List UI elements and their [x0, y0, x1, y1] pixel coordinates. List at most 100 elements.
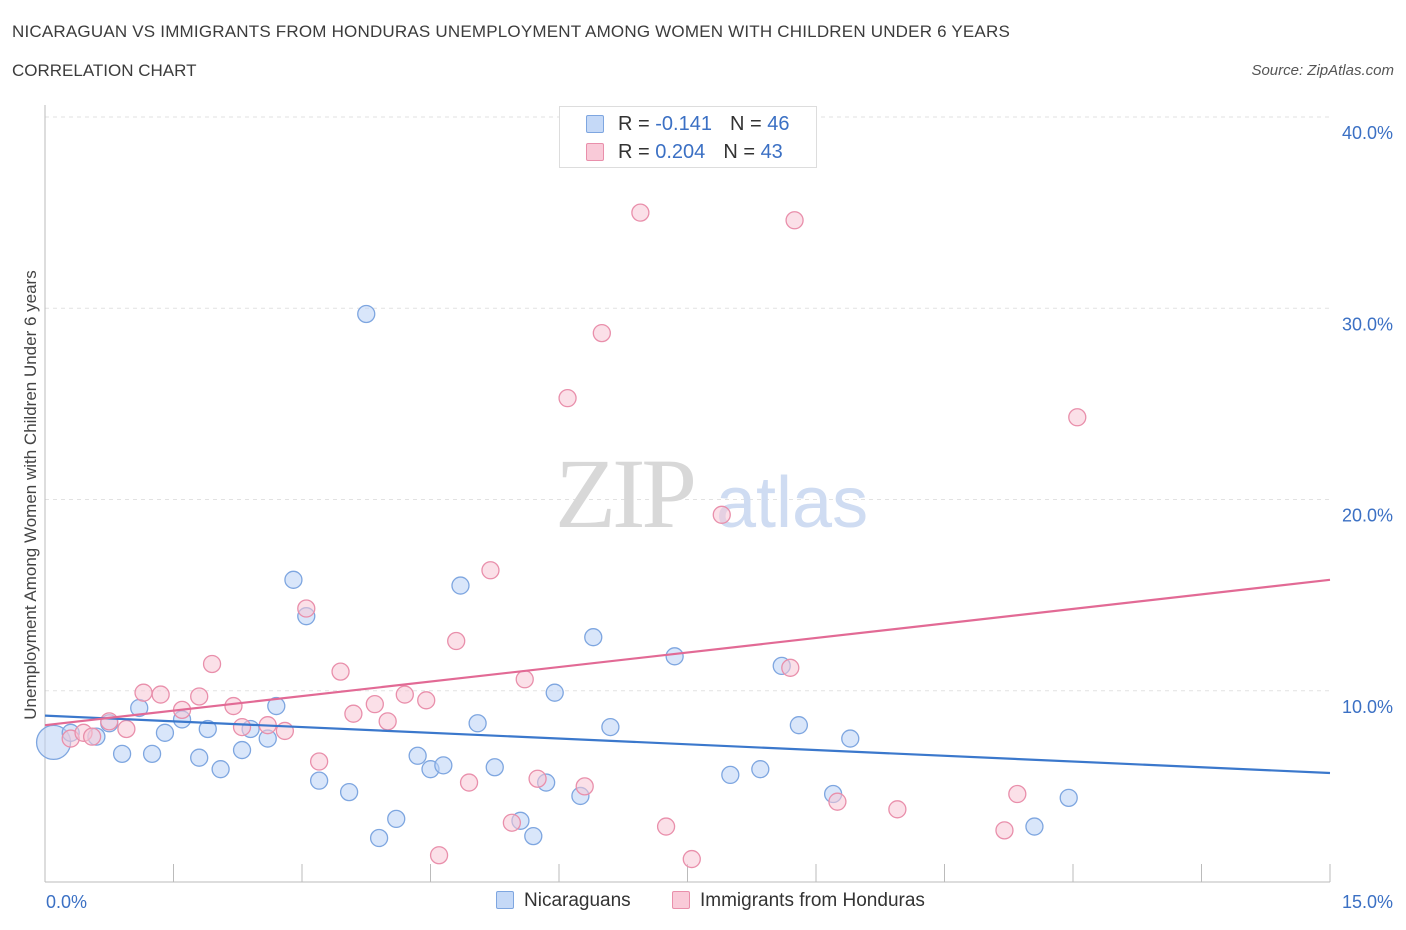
- point-nicaraguans: [841, 729, 860, 748]
- point-honduras: [785, 211, 804, 230]
- point-honduras: [558, 388, 577, 408]
- legend-r-label: R =: [618, 113, 656, 135]
- point-nicaraguans: [601, 717, 620, 737]
- legend-text: R = 0.204 N = 43: [618, 141, 783, 164]
- point-honduras: [592, 323, 611, 343]
- series-swatch-pink: [672, 891, 690, 909]
- chart-subtitle: CORRELATION CHART: [12, 61, 197, 80]
- trend-line-nicaraguans: [44, 714, 1331, 775]
- data-points: [35, 203, 1087, 869]
- point-honduras: [515, 670, 534, 689]
- point-nicaraguans: [284, 570, 303, 589]
- point-nicaraguans: [369, 828, 389, 848]
- point-nicaraguans: [468, 714, 487, 733]
- legend-n-value: 43: [760, 141, 783, 163]
- point-nicaraguans: [232, 740, 252, 760]
- point-honduras: [781, 658, 800, 677]
- y-tick-label: 30.0%: [1342, 314, 1393, 334]
- point-honduras: [224, 696, 243, 716]
- point-nicaraguans: [142, 744, 162, 764]
- legend-r-value: -0.141: [655, 113, 712, 135]
- point-nicaraguans: [789, 716, 809, 735]
- x-tick-label: 0.0%: [46, 892, 87, 912]
- legend-text: R = -0.141 N = 46: [618, 113, 789, 136]
- point-honduras: [232, 717, 252, 737]
- y-tick-label: 20.0%: [1342, 506, 1393, 526]
- point-nicaraguans: [198, 719, 217, 739]
- grid-lines: [45, 116, 1330, 692]
- point-nicaraguans: [485, 758, 504, 777]
- point-nicaraguans: [721, 765, 740, 785]
- source-label: Source: ZipAtlas.com: [1251, 62, 1394, 79]
- point-honduras: [712, 505, 731, 524]
- correlation-legend: R = -0.141 N = 46 R = 0.204 N = 43: [559, 106, 817, 168]
- series-legend-nicaraguans: Nicaraguans: [496, 890, 631, 912]
- point-nicaraguans: [357, 304, 376, 324]
- point-nicaraguans: [211, 760, 230, 779]
- point-honduras: [331, 662, 350, 681]
- point-nicaraguans: [190, 748, 209, 767]
- point-nicaraguans: [524, 826, 543, 846]
- point-honduras: [575, 777, 594, 796]
- trend-line-honduras: [44, 578, 1331, 727]
- point-honduras: [417, 691, 436, 710]
- y-tick-label: 10.0%: [1342, 697, 1393, 717]
- legend-r-label: R =: [618, 141, 656, 163]
- point-nicaraguans: [408, 746, 427, 765]
- y-axis-label: Unemployment Among Women with Children U…: [21, 270, 40, 720]
- point-honduras: [828, 792, 847, 811]
- point-honduras: [202, 654, 222, 674]
- point-honduras: [82, 727, 102, 746]
- point-honduras: [344, 704, 363, 723]
- point-honduras: [528, 769, 547, 788]
- series-label: Nicaraguans: [524, 890, 631, 911]
- point-nicaraguans: [751, 760, 770, 779]
- point-nicaraguans: [434, 756, 453, 775]
- legend-n-label: N =: [729, 113, 768, 135]
- point-honduras: [447, 631, 466, 651]
- point-nicaraguans: [1059, 788, 1078, 807]
- point-nicaraguans: [451, 576, 470, 595]
- y-tick-label: 40.0%: [1342, 123, 1393, 143]
- watermark-atlas: atlas: [716, 463, 868, 543]
- point-nicaraguans: [545, 683, 564, 702]
- point-honduras: [481, 561, 500, 580]
- legend-swatch-blue: [586, 115, 604, 133]
- point-honduras: [502, 813, 522, 832]
- point-honduras: [100, 712, 119, 731]
- point-honduras: [151, 685, 170, 704]
- point-nicaraguans: [112, 744, 132, 764]
- x-tick-label: 15.0%: [1342, 892, 1393, 912]
- point-honduras: [995, 821, 1014, 840]
- point-honduras: [134, 683, 153, 702]
- watermark-zip: ZIP: [555, 438, 693, 549]
- point-honduras: [378, 712, 397, 731]
- point-honduras: [682, 849, 701, 869]
- point-honduras: [656, 817, 676, 836]
- point-honduras: [631, 203, 650, 222]
- point-nicaraguans: [155, 723, 175, 742]
- point-honduras: [365, 694, 384, 714]
- point-nicaraguans: [339, 782, 359, 802]
- legend-swatch-pink: [586, 143, 604, 161]
- point-nicaraguans: [309, 771, 329, 790]
- point-honduras: [190, 687, 209, 706]
- tick-labels: 10.0% 20.0% 30.0% 40.0% 0.0% 15.0%: [46, 123, 1393, 912]
- point-honduras: [309, 752, 329, 771]
- point-nicaraguans: [665, 647, 684, 666]
- point-nicaraguans: [584, 628, 603, 647]
- point-honduras: [395, 685, 414, 704]
- point-honduras: [117, 719, 136, 739]
- point-honduras: [429, 846, 449, 865]
- point-honduras: [1008, 784, 1027, 804]
- series-legend-honduras: Immigrants from Honduras: [672, 890, 925, 912]
- point-honduras: [888, 800, 907, 819]
- point-honduras: [297, 599, 316, 618]
- watermark: ZIP atlas: [555, 438, 868, 549]
- point-honduras: [459, 773, 479, 792]
- legend-n-label: N =: [723, 141, 761, 163]
- trend-lines: [44, 578, 1331, 775]
- point-nicaraguans: [387, 809, 406, 829]
- legend-r-value: 0.204: [655, 141, 706, 163]
